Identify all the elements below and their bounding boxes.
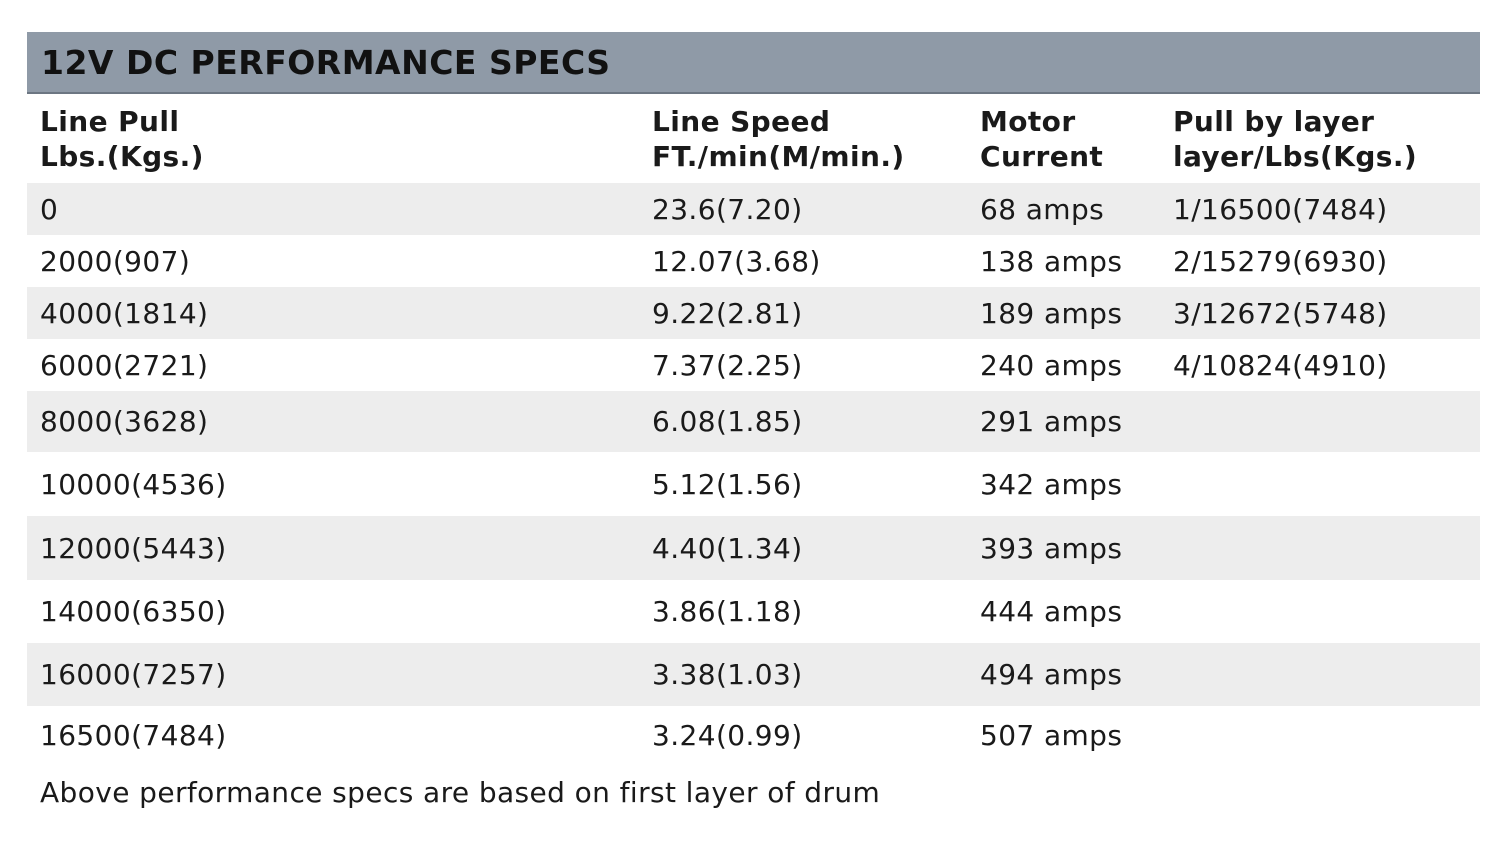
cell-line-pull: 0 <box>40 192 59 226</box>
cell-line-speed: 9.22(2.81) <box>652 296 803 330</box>
header-motor-current-line1: Motor <box>980 104 1076 138</box>
cell-pull-by-layer: 3/12672(5748) <box>1173 296 1388 330</box>
header-pull-by-layer-line2: layer/Lbs(Kgs.) <box>1173 139 1418 173</box>
cell-line-pull: 16500(7484) <box>40 718 227 752</box>
cell-line-speed: 5.12(1.56) <box>652 467 803 501</box>
cell-motor-current: 507 amps <box>980 718 1123 752</box>
header-line-speed-line2: FT./min(M/min.) <box>652 139 905 173</box>
cell-line-pull: 6000(2721) <box>40 348 209 382</box>
cell-line-pull: 8000(3628) <box>40 405 209 438</box>
cell-pull-by-layer: 1/16500(7484) <box>1173 192 1388 226</box>
table-row: 14000(6350) 3.86(1.18) 444 amps <box>27 580 1480 643</box>
table-row: 4000(1814) 9.22(2.81) 189 amps 3/12672(5… <box>27 287 1480 339</box>
cell-line-speed: 7.37(2.25) <box>652 348 803 382</box>
cell-line-speed: 12.07(3.68) <box>652 244 821 278</box>
cell-line-pull: 2000(907) <box>40 244 191 278</box>
cell-line-speed: 23.6(7.20) <box>652 192 803 226</box>
cell-line-speed: 6.08(1.85) <box>652 405 803 438</box>
cell-pull-by-layer: 4/10824(4910) <box>1173 348 1388 382</box>
cell-motor-current: 444 amps <box>980 595 1123 628</box>
header-motor-current-line2: Current <box>980 139 1104 173</box>
cell-line-pull: 16000(7257) <box>40 658 227 691</box>
cell-line-speed: 3.38(1.03) <box>652 658 803 691</box>
table-title: 12V DC PERFORMANCE SPECS <box>27 32 1480 94</box>
performance-spec-table: 12V DC PERFORMANCE SPECS Line Pull Lbs.(… <box>27 32 1480 764</box>
header-motor-current: Motor Current <box>967 104 1160 174</box>
cell-motor-current: 138 amps <box>980 244 1123 278</box>
header-line-speed: Line Speed FT./min(M/min.) <box>639 104 967 174</box>
cell-line-speed: 4.40(1.34) <box>652 531 803 565</box>
cell-line-pull: 10000(4536) <box>40 467 227 501</box>
header-line-pull-line1: Line Pull <box>40 104 180 138</box>
cell-pull-by-layer: 2/15279(6930) <box>1173 244 1388 278</box>
cell-motor-current: 393 amps <box>980 531 1123 565</box>
cell-motor-current: 189 amps <box>980 296 1123 330</box>
cell-line-speed: 3.24(0.99) <box>652 718 803 752</box>
table-row: 0 23.6(7.20) 68 amps 1/16500(7484) <box>27 183 1480 235</box>
table-row: 6000(2721) 7.37(2.25) 240 amps 4/10824(4… <box>27 339 1480 391</box>
header-line-pull: Line Pull Lbs.(Kgs.) <box>27 104 639 174</box>
cell-motor-current: 494 amps <box>980 658 1123 691</box>
table-row: 16500(7484) 3.24(0.99) 507 amps <box>27 706 1480 764</box>
cell-line-pull: 12000(5443) <box>40 531 227 565</box>
table-row: 16000(7257) 3.38(1.03) 494 amps <box>27 643 1480 706</box>
cell-line-pull: 14000(6350) <box>40 595 227 628</box>
table-row: 2000(907) 12.07(3.68) 138 amps 2/15279(6… <box>27 235 1480 287</box>
table-row: 10000(4536) 5.12(1.56) 342 amps <box>27 452 1480 516</box>
table-row: 8000(3628) 6.08(1.85) 291 amps <box>27 391 1480 452</box>
header-line-pull-line2: Lbs.(Kgs.) <box>40 139 204 173</box>
cell-line-speed: 3.86(1.18) <box>652 595 803 628</box>
header-pull-by-layer-line1: Pull by layer <box>1173 104 1375 138</box>
cell-motor-current: 291 amps <box>980 405 1123 438</box>
table-row: 12000(5443) 4.40(1.34) 393 amps <box>27 516 1480 580</box>
cell-motor-current: 240 amps <box>980 348 1123 382</box>
header-line-speed-line1: Line Speed <box>652 104 831 138</box>
table-footnote: Above performance specs are based on fir… <box>40 776 881 809</box>
cell-motor-current: 342 amps <box>980 467 1123 501</box>
table-header-row: Line Pull Lbs.(Kgs.) Line Speed FT./min(… <box>27 94 1480 183</box>
cell-motor-current: 68 amps <box>980 192 1105 226</box>
cell-line-pull: 4000(1814) <box>40 296 209 330</box>
header-pull-by-layer: Pull by layer layer/Lbs(Kgs.) <box>1160 104 1480 174</box>
